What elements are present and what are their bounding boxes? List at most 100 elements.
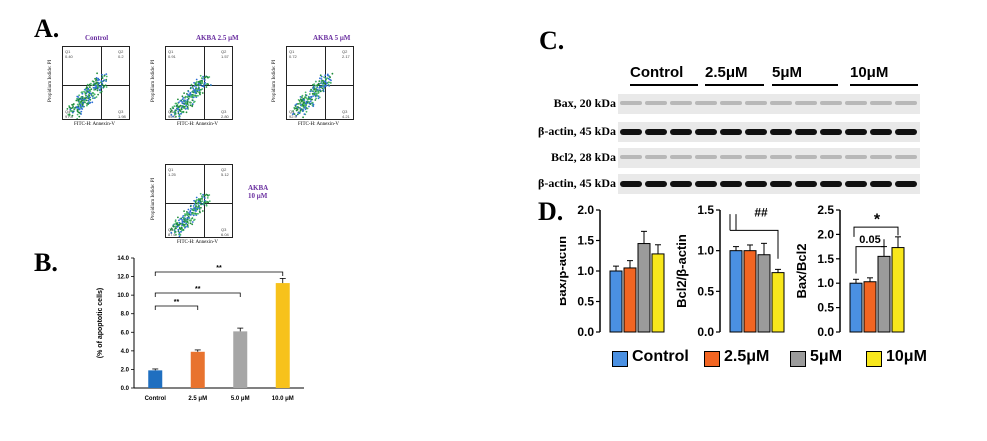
scatter-point — [184, 100, 187, 103]
scatter-point — [99, 81, 102, 84]
scatter-point — [96, 72, 98, 75]
bar-3 — [891, 247, 905, 333]
scatter-point — [316, 95, 319, 97]
panel-letter-d: D. — [538, 197, 564, 226]
scatter-point — [309, 103, 312, 105]
scatter-point — [200, 203, 202, 206]
scatter-point — [199, 211, 201, 214]
scatter-point — [77, 99, 80, 102]
scatter-point — [189, 92, 191, 95]
y-tick-label: 10.0 — [117, 293, 129, 299]
scatter-point — [192, 87, 195, 90]
scatter-point — [182, 215, 185, 217]
scatter-point — [172, 115, 174, 118]
blot-band — [795, 181, 817, 187]
scatter-point — [176, 224, 179, 226]
legend-label: 2.5μM — [724, 348, 770, 365]
bar-1 — [623, 267, 637, 333]
scatter-point — [207, 83, 210, 86]
scatter-point — [191, 221, 194, 223]
y-tick-label: 2.0 — [817, 227, 834, 241]
scatter-point — [185, 111, 188, 114]
blot-band — [620, 155, 642, 159]
scatter-point — [304, 97, 306, 99]
scatter-point — [173, 228, 176, 231]
scatter-point — [299, 111, 302, 113]
scatter-point — [92, 86, 95, 89]
scatter-point — [329, 76, 331, 79]
scatter-point — [181, 105, 183, 107]
y-tick-label: 0.0 — [697, 325, 714, 339]
scatter-point — [186, 98, 189, 101]
quadrant-value: 87.6 — [168, 232, 176, 237]
scatter-point — [76, 103, 79, 106]
scatter-point — [84, 101, 87, 104]
blot-band — [845, 181, 867, 187]
scatter-point — [296, 108, 299, 111]
scatter-point — [68, 106, 71, 109]
scatter-point — [76, 107, 79, 109]
scatter-point — [79, 103, 82, 106]
blot-band — [645, 129, 667, 135]
y-axis-label: Bcl2/β-actin — [674, 234, 689, 308]
blot-band — [695, 155, 717, 159]
significance-label: 0.05 — [859, 234, 880, 246]
blot-band — [820, 129, 842, 135]
scatter-point — [182, 97, 185, 99]
scatter-point — [327, 77, 330, 80]
blot-band — [645, 181, 667, 187]
quadrant-value: Q3 — [221, 227, 227, 232]
scatter-point — [189, 214, 192, 216]
scatter-point — [189, 96, 192, 98]
scatter-point — [94, 84, 97, 87]
scatter-point — [307, 100, 310, 103]
quadrant-value: 2.80 — [221, 114, 229, 119]
scatter-point — [78, 115, 81, 118]
scatter-point — [194, 207, 197, 209]
blot-band — [745, 129, 767, 135]
scatter-point — [94, 86, 97, 89]
scatter-point — [96, 89, 99, 92]
scatter-points — [169, 74, 212, 119]
quadrant-value: Q1 — [289, 49, 295, 54]
scatter-point — [320, 82, 323, 85]
scatter-point — [94, 82, 97, 85]
y-tick-label: 1.0 — [697, 244, 714, 258]
scatter-point — [78, 101, 81, 104]
blot-strip — [618, 174, 920, 194]
scatter-point — [322, 88, 325, 91]
blot-band — [770, 181, 792, 187]
scatter-point — [69, 108, 72, 111]
scatter-point — [177, 228, 180, 231]
scatter-point — [191, 223, 194, 226]
scatter-point — [303, 101, 306, 103]
scatter-point — [187, 222, 190, 224]
scatter-point — [202, 203, 205, 206]
legend-swatch — [866, 351, 882, 367]
bar-2 — [233, 331, 248, 388]
bar-1 — [743, 250, 757, 333]
scatter-point — [197, 81, 200, 83]
scatter-point — [182, 217, 185, 219]
scatter-point — [90, 82, 92, 85]
scatter-point — [313, 83, 316, 85]
scatter-point — [304, 94, 307, 96]
scatter-point — [193, 85, 196, 87]
scatter-point — [320, 85, 323, 88]
scatter-point — [302, 105, 305, 107]
scatter-point — [327, 83, 330, 86]
scatter-points — [66, 72, 108, 119]
scatter-point — [311, 93, 314, 95]
scatter-point — [316, 88, 319, 91]
scatter-point — [91, 101, 94, 104]
scatter-point — [181, 227, 183, 230]
scatter-point — [85, 99, 88, 102]
scatter-point — [320, 78, 323, 80]
scatter-point — [92, 80, 95, 83]
scatter-point — [192, 205, 195, 207]
scatter-point — [181, 224, 183, 227]
quadrant-value: Q1 — [65, 49, 71, 54]
scatter-point — [177, 230, 180, 233]
scatter-point — [204, 199, 206, 202]
scatter-point — [300, 103, 302, 106]
